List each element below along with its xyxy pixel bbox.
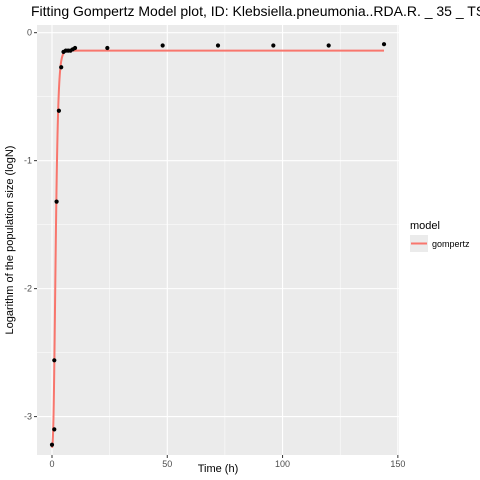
data-point [52, 358, 57, 363]
major-gridlines [37, 25, 399, 455]
x-tick-label: 50 [162, 459, 172, 469]
gompertz-fit-line [51, 49, 385, 448]
data-point [326, 43, 331, 48]
x-axis-label: Time (h) [198, 463, 239, 475]
legend-entry-gompertz: gompertz [432, 239, 470, 249]
y-axis-ticks: -3 -2 -1 0 [24, 28, 37, 422]
data-point [52, 427, 57, 432]
data-point [215, 43, 221, 48]
data-point [49, 442, 55, 447]
data-point [271, 43, 276, 48]
data-point [160, 43, 165, 48]
data-point [381, 42, 387, 47]
x-axis-ticks: 0 50 100 150 [49, 455, 405, 469]
y-axis-label: Logarithm of the population size (logN) [4, 146, 16, 335]
y-tick-label: -3 [24, 412, 32, 422]
data-point [105, 45, 110, 51]
gompertz-curve [51, 49, 385, 448]
y-tick-label: -2 [24, 284, 32, 294]
plot-panel [37, 25, 399, 455]
data-point [59, 65, 64, 70]
x-tick-label: 100 [275, 459, 290, 469]
x-tick-label: 150 [390, 459, 405, 469]
legend: model gompertz [410, 220, 470, 252]
legend-title: model [410, 220, 440, 232]
chart-title: Fitting Gompertz Model plot, ID: Klebsie… [31, 3, 480, 19]
x-tick-label: 0 [49, 459, 54, 469]
minor-gridlines [37, 25, 399, 455]
y-tick-label: 0 [27, 28, 32, 38]
data-point [72, 45, 78, 51]
observed-points [49, 42, 387, 447]
y-tick-label: -1 [24, 156, 32, 166]
data-point [54, 199, 59, 204]
data-point [56, 108, 62, 113]
